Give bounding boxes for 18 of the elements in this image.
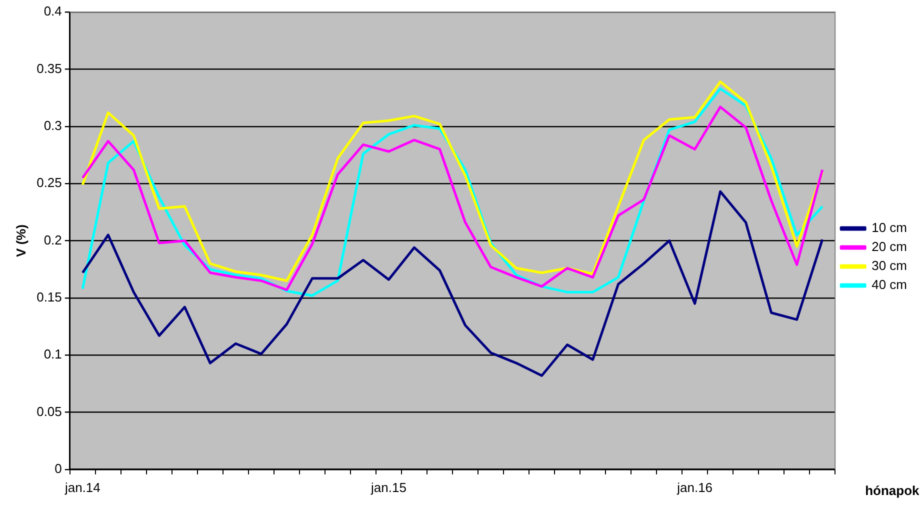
legend-label: 40 cm — [872, 277, 908, 292]
y-tick-label: 0.25 — [36, 175, 62, 190]
x-axis-title: hónapok — [865, 482, 920, 498]
y-tick-label: 0.4 — [44, 4, 62, 19]
x-tick-label: jan.14 — [64, 480, 100, 495]
y-tick-label: 0.3 — [44, 118, 62, 133]
y-tick-label: 0.35 — [36, 60, 62, 76]
y-tick-label: 0.1 — [44, 346, 62, 362]
legend-label: 10 cm — [872, 220, 908, 236]
legend-label: 30 cm — [872, 258, 908, 274]
y-tick-label: 0.15 — [36, 289, 62, 304]
y-tick-label: 0 — [54, 460, 62, 476]
legend-label: 20 cm — [872, 239, 908, 254]
y-tick-label: 0.2 — [44, 232, 62, 248]
y-axis-title: V (%) — [13, 224, 28, 257]
x-tick-label: jan.16 — [676, 480, 713, 495]
y-tick-label: 0.05 — [36, 404, 62, 419]
x-tick-label: jan.15 — [370, 480, 406, 495]
